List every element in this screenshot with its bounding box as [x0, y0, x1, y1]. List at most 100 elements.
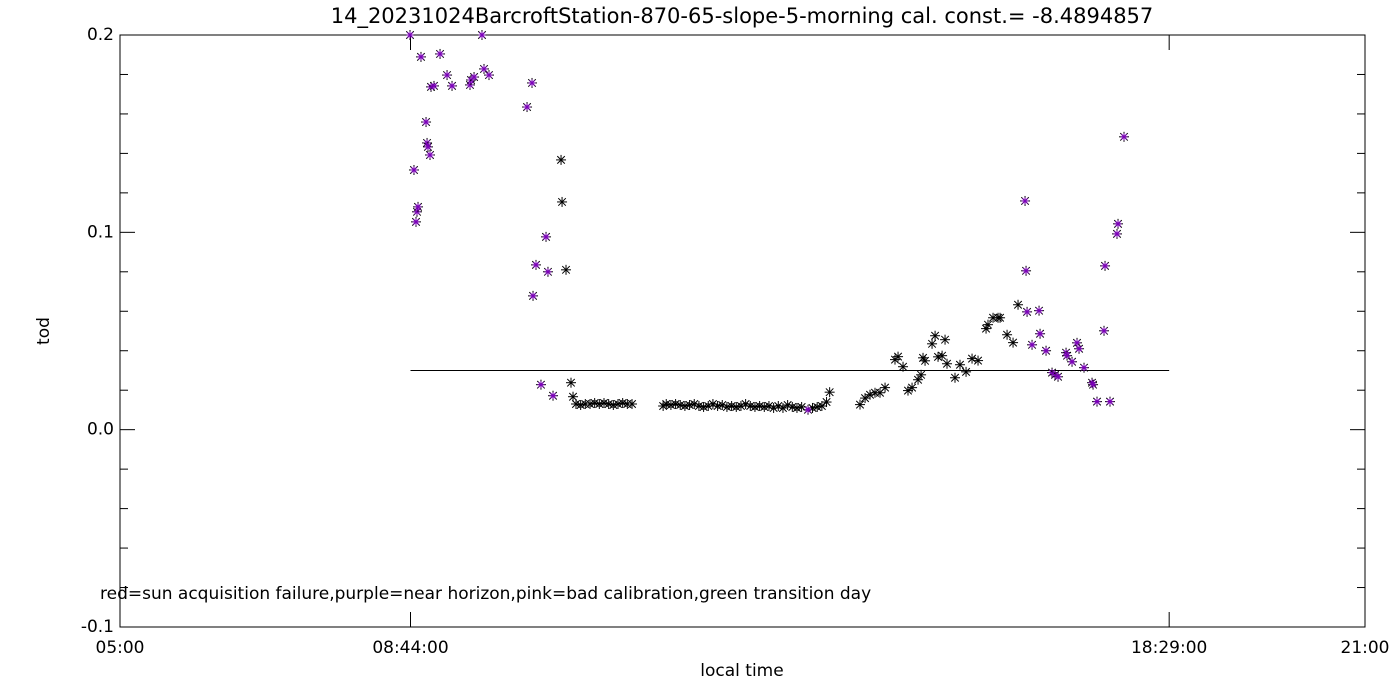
marker-stroke [708, 399, 718, 409]
x-axis-label: local time [700, 661, 783, 681]
marker-stroke [407, 32, 413, 38]
marker-stroke [418, 53, 424, 60]
point [916, 369, 927, 380]
marker-stroke [671, 399, 680, 409]
marker-stroke [940, 335, 950, 344]
point [465, 79, 476, 90]
point [824, 387, 835, 398]
marker-stroke [1013, 300, 1023, 309]
point [428, 80, 439, 91]
marker-stroke [676, 400, 685, 410]
point [1041, 345, 1052, 356]
point [1079, 362, 1090, 373]
marker-stroke [410, 166, 417, 173]
marker-stroke [913, 375, 923, 384]
point [447, 80, 458, 91]
marker-stroke [893, 352, 903, 361]
point [1027, 339, 1038, 350]
point [954, 359, 965, 370]
marker-stroke [1076, 345, 1083, 352]
marker-stroke [825, 388, 834, 397]
marker-stroke [920, 356, 930, 365]
marker-stroke [1101, 327, 1107, 334]
marker-stroke [805, 406, 811, 413]
marker-stroke [983, 320, 993, 329]
point [479, 63, 490, 74]
point [535, 379, 546, 390]
marker-stroke [662, 399, 671, 409]
marker-stroke [865, 390, 875, 399]
marker-stroke [981, 324, 991, 333]
point [1074, 343, 1085, 354]
point [541, 231, 552, 242]
point [930, 330, 941, 341]
marker-stroke [942, 359, 952, 368]
plot-frame [119, 34, 1366, 628]
point [469, 72, 480, 83]
point [982, 319, 993, 330]
marker-stroke [860, 393, 870, 403]
marker-stroke [479, 32, 485, 38]
x-tick-label: 05:00 [96, 638, 145, 658]
x-tick-label: 18:29:00 [1131, 638, 1207, 658]
marker-stroke [571, 399, 581, 409]
marker-stroke [1114, 230, 1120, 237]
point [476, 30, 487, 40]
marker-stroke [425, 143, 431, 150]
marker-stroke [755, 401, 764, 411]
point [1100, 260, 1111, 271]
marker-stroke [704, 401, 713, 411]
marker-stroke [533, 261, 539, 268]
y-tick-label: 0.0 [87, 420, 114, 440]
marker-stroke [530, 292, 537, 299]
point [410, 216, 421, 227]
point [1008, 337, 1019, 348]
marker-stroke [481, 65, 487, 72]
marker-stroke [1090, 381, 1097, 388]
marker-stroke [550, 392, 557, 399]
chart-title: 14_20231024BarcroftStation-870-65-slope-… [331, 4, 1154, 29]
point [898, 361, 909, 372]
point [981, 323, 992, 334]
marker-stroke [916, 370, 926, 379]
marker-stroke [604, 399, 613, 409]
marker-stroke [736, 401, 746, 411]
marker-stroke [1036, 307, 1043, 314]
marker-stroke [783, 400, 792, 410]
marker-stroke [927, 339, 937, 348]
marker-stroke [995, 313, 1005, 322]
point [1099, 325, 1110, 336]
marker-stroke [423, 119, 430, 126]
annotation: red=sun acquisition failure,purple=near … [100, 584, 871, 604]
marker-stroke [817, 401, 826, 411]
marker-stroke [414, 208, 420, 215]
marker-stroke [955, 360, 965, 369]
point [548, 390, 559, 401]
marker-stroke [741, 399, 750, 409]
marker-stroke [1064, 352, 1071, 359]
marker-stroke [557, 197, 567, 207]
point [627, 399, 638, 410]
marker-stroke [880, 383, 890, 392]
marker-stroke [444, 72, 451, 79]
marker-stroke [937, 351, 947, 360]
point [422, 141, 433, 152]
y-tick-label: -0.1 [81, 617, 114, 637]
point [1020, 195, 1031, 206]
point [703, 400, 714, 411]
y-axis-label: tod [34, 317, 54, 345]
marker-stroke [427, 152, 433, 158]
marker-stroke [430, 82, 437, 89]
point [1112, 228, 1123, 239]
point [425, 149, 436, 160]
marker-stroke [627, 399, 637, 409]
marker-stroke [1074, 339, 1080, 346]
marker-stroke [537, 381, 544, 388]
marker-stroke [718, 400, 727, 410]
marker-stroke [543, 233, 550, 240]
point [1092, 396, 1103, 407]
marker-stroke [855, 400, 865, 409]
point [1002, 329, 1013, 340]
point [854, 399, 865, 410]
point [1035, 328, 1046, 339]
